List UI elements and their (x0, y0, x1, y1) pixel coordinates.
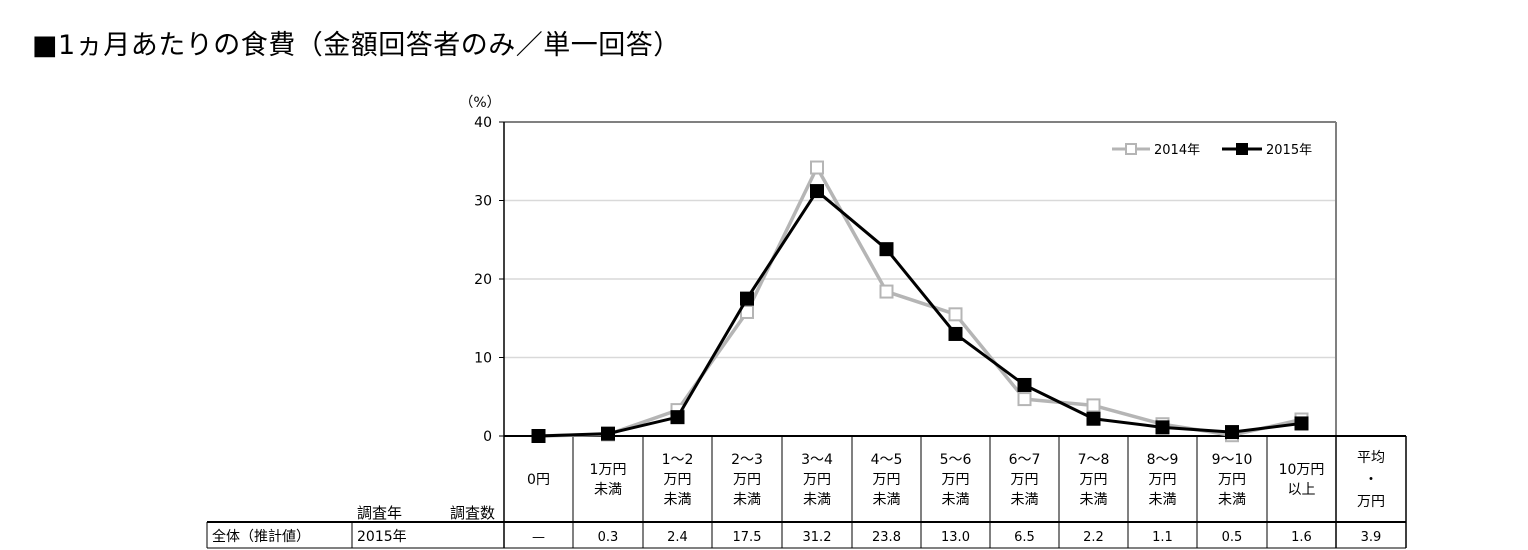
count-column-header: 調査数 (450, 504, 496, 522)
y-axis-label: （%） (459, 95, 500, 111)
y-tick-label: 30 (474, 194, 492, 210)
table-value-cell: 23.8 (872, 530, 901, 545)
table-value-cell: 1.6 (1291, 530, 1312, 545)
data-point-marker (879, 242, 894, 257)
category-label: 5～6 万円未満 (940, 452, 972, 508)
y-tick-label: 20 (474, 272, 492, 288)
legend-marker (1236, 143, 1248, 155)
category-label: 2～3 万円未満 (731, 452, 763, 508)
average-column-header: 平均・万円 (1357, 450, 1385, 510)
category-label: 7～8 万円未満 (1078, 452, 1110, 508)
y-tick-label: 40 (474, 115, 492, 131)
page-title: ■1ヵ月あたりの食費（金額回答者のみ／単一回答） (32, 30, 681, 61)
data-point-marker (1155, 420, 1170, 435)
legend-marker (1125, 143, 1137, 155)
category-label: 1万円未満 (590, 462, 627, 498)
data-point-marker (1225, 425, 1239, 440)
table-value-cell: 31.2 (803, 530, 832, 545)
category-label: 0円 (527, 472, 550, 488)
table-value-cell: 2.4 (667, 530, 688, 545)
table-value-cell: 17.5 (733, 530, 762, 545)
data-point-marker (601, 426, 615, 441)
category-label: 10万円以上 (1279, 462, 1325, 498)
table-value-cell: 13.0 (941, 530, 970, 545)
data-point-marker (1017, 392, 1032, 407)
legend-label: 2014年 (1154, 143, 1200, 158)
year-column-header: 調査年 (357, 504, 403, 522)
data-point-marker (810, 184, 824, 199)
row-year: 2015年 (357, 529, 407, 545)
data-point-marker (879, 284, 894, 299)
data-point-marker (1086, 411, 1101, 426)
category-label: 1～2 万円未満 (662, 452, 694, 508)
y-tick-label: 10 (474, 351, 492, 367)
legend-label: 2015年 (1266, 143, 1312, 158)
table-value-cell: 0.5 (1222, 530, 1243, 545)
category-label: 6～7 万円未満 (1009, 452, 1041, 508)
y-tick-label: 0 (483, 429, 492, 445)
data-point-marker (740, 291, 754, 306)
data-point-marker (531, 429, 546, 443)
table-value-cell: 0.3 (598, 530, 619, 545)
row-label: 全体（推計値） (212, 529, 310, 545)
data-point-marker (670, 410, 685, 425)
table-value-cell: 6.5 (1014, 530, 1035, 545)
category-label: 4～5 万円未満 (871, 452, 903, 508)
data-point-marker (948, 307, 963, 322)
data-point-marker (740, 304, 754, 319)
data-point-marker (1294, 416, 1309, 431)
data-point-marker (948, 326, 963, 341)
series-line (538, 189, 1302, 438)
data-point-marker (1086, 398, 1101, 413)
table-value-cell: — (532, 530, 545, 545)
series-line (538, 165, 1302, 438)
category-label: 9～10 万円未満 (1212, 452, 1253, 508)
average-value-cell: 3.9 (1361, 530, 1382, 545)
table-value-cell: 2.2 (1083, 530, 1104, 545)
data-point-marker (810, 160, 824, 175)
table-value-cell: 1.1 (1152, 530, 1173, 545)
category-label: 3～4 万円未満 (801, 452, 833, 508)
category-label: 8～9 万円未満 (1147, 452, 1179, 508)
data-point-marker (1017, 377, 1032, 392)
